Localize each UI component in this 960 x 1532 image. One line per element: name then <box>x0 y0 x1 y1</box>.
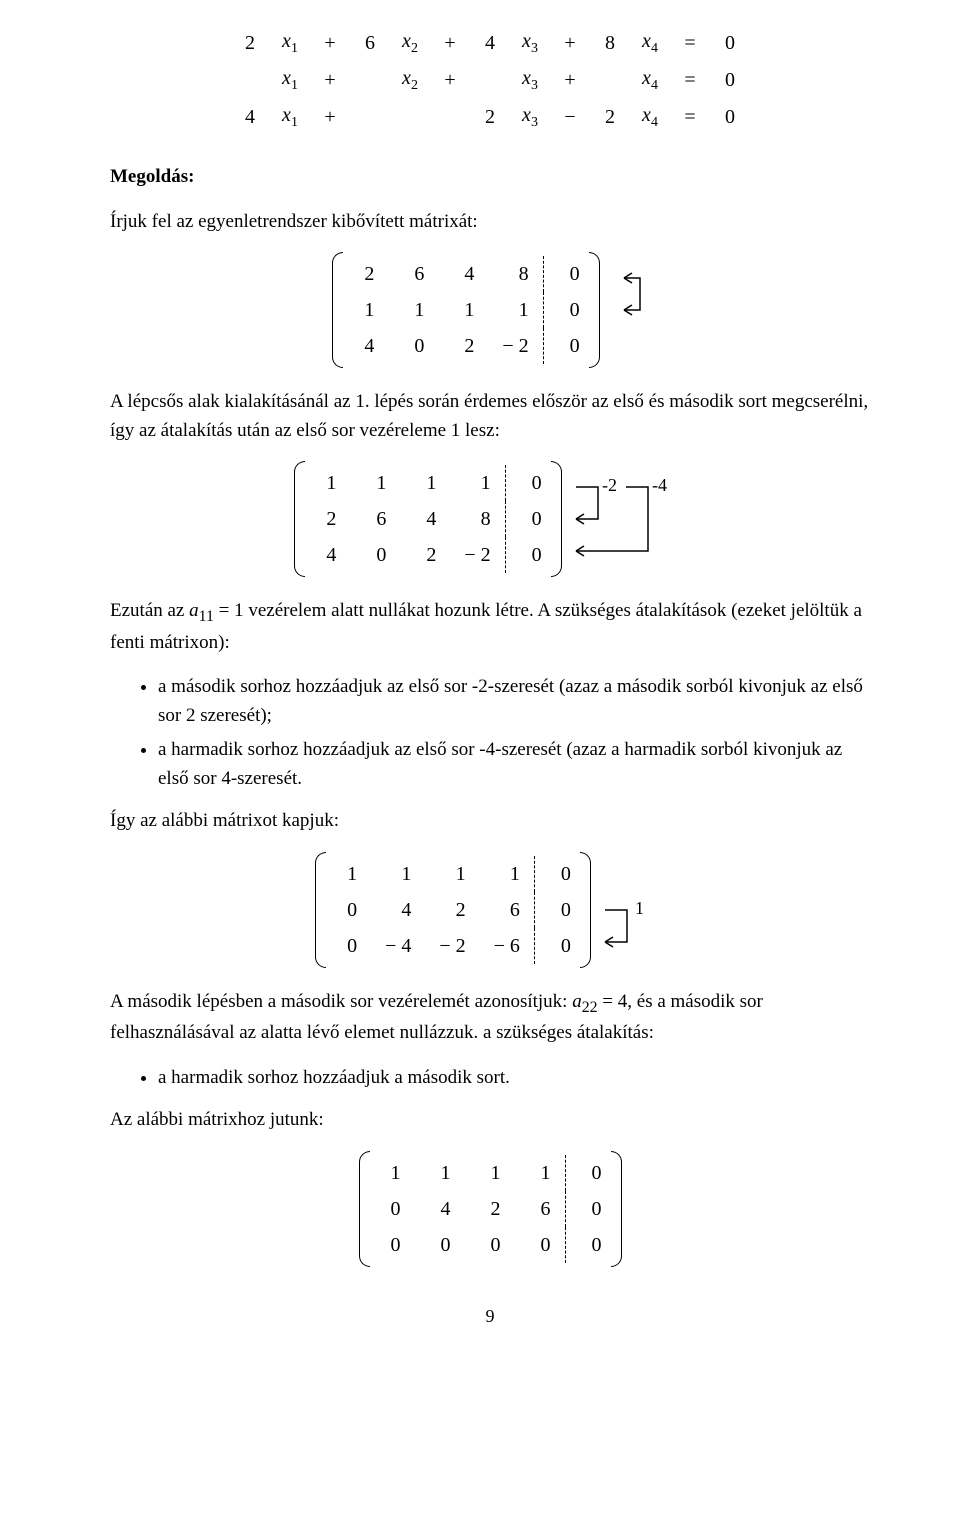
matrix-1: 26480 11110 402− 20 <box>110 252 870 368</box>
bullet-item: a második sorhoz hozzáadjuk az első sor … <box>158 673 870 730</box>
equation-system: 2 x1 + 6 x2 + 4 x3 + 8 x4 = 0 x1 + x2 + … <box>230 24 870 135</box>
paragraph: A második lépésben a második sor vezérel… <box>110 988 870 1048</box>
svg-text:1: 1 <box>635 898 644 918</box>
bullet-list: a második sorhoz hozzáadjuk az első sor … <box>110 673 870 793</box>
paragraph: Írjuk fel az egyenletrendszer kibővített… <box>110 208 870 237</box>
paragraph: Ezután az a11 = 1 vezérelem alatt nullák… <box>110 597 870 657</box>
bullet-item: a harmadik sorhoz hozzáadjuk a második s… <box>158 1064 870 1093</box>
matrix-2: 11110 26480 402− 20 -2 -4 <box>110 461 870 577</box>
bullet-list: a harmadik sorhoz hozzáadjuk a második s… <box>110 1064 870 1093</box>
matrix-4: 11110 04260 00000 <box>110 1151 870 1267</box>
paragraph: Az alábbi mátrixhoz jutunk: <box>110 1106 870 1135</box>
row-op-arrow-icon: 1 <box>595 860 665 960</box>
paragraph: A lépcsős alak kialakításánál az 1. lépé… <box>110 388 870 445</box>
row-op-arrows-icon: -2 -4 <box>566 469 686 569</box>
svg-text:-4: -4 <box>652 475 667 495</box>
paragraph: Így az alábbi mátrixot kapjuk: <box>110 807 870 836</box>
eq-var: x <box>282 30 291 52</box>
svg-text:-2: -2 <box>602 475 617 495</box>
bullet-item: a harmadik sorhoz hozzáadjuk az első sor… <box>158 736 870 793</box>
swap-arrow-icon <box>604 260 648 360</box>
heading-megoldas: Megoldás: <box>110 163 870 192</box>
eq-coef: 2 <box>230 24 270 61</box>
page-number: 9 <box>110 1303 870 1330</box>
matrix-3: 11110 04260 0− 4− 2− 60 1 <box>110 852 870 968</box>
